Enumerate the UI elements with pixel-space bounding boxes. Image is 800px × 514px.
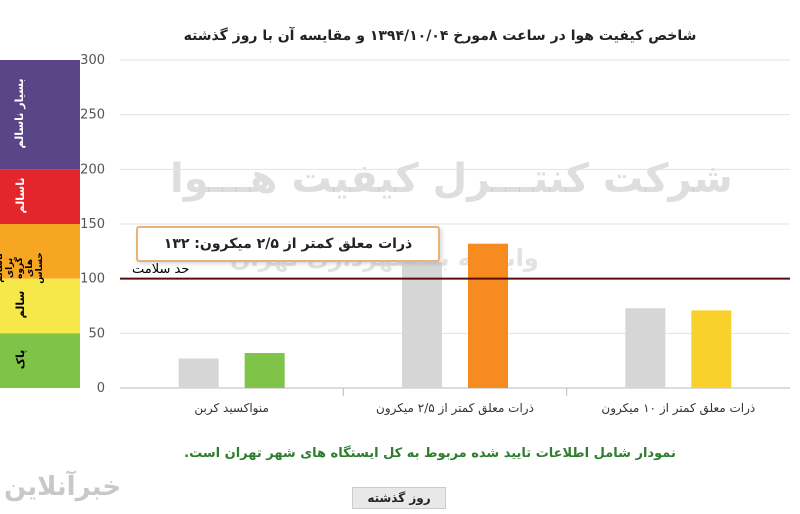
aqi-bands (0, 60, 80, 388)
aqi-band-label: سالم (13, 290, 27, 319)
y-tick-label: 100 (80, 272, 105, 287)
footnote: نمودار شامل اطلاعات تایید شده مربوط به ک… (184, 446, 676, 461)
bar-current (691, 310, 732, 388)
aqi-band (0, 224, 80, 279)
y-axis-ticks: 0 50 100 150 200 250 300 (80, 53, 105, 396)
y-tick-label: 150 (80, 217, 105, 232)
x-category-label: ذرات معلق کمتر از ۲/۵ میکرون (376, 401, 534, 416)
bar-previous-day (625, 308, 666, 388)
bar-current (244, 353, 285, 388)
aqi-band (0, 333, 80, 388)
bars (178, 243, 732, 388)
y-tick-label: 250 (80, 108, 105, 123)
bar-previous-day (178, 358, 219, 388)
aqi-band-label: پاک (13, 349, 27, 369)
x-category-label: ذرات معلق کمتر از ۱۰ میکرون (601, 401, 755, 416)
health-threshold-label: حد سلامت (132, 262, 190, 277)
chart-title: شاخص کیفیت هوا در ساعت ۸مورخ ۱۳۹۴/۱۰/۰۴ … (183, 28, 697, 44)
aqi-band-label: بسیار ناسالم (13, 78, 27, 149)
y-tick-label: 300 (80, 53, 105, 68)
aqi-band (0, 60, 80, 170)
bar-current (468, 243, 508, 388)
y-tick-label: 200 (80, 162, 105, 177)
y-tick-label: 50 (88, 326, 105, 341)
watermark-text: شرکت کنتـــرل کیفیت هـــوا (170, 156, 733, 202)
legend-previous-day: روز گذشته (352, 487, 446, 509)
aqi-band (0, 278, 80, 334)
y-tick-label: 0 (97, 381, 105, 396)
x-category-label: منواکسید کربن (194, 401, 269, 416)
pm25-callout: ذرات معلق کمتر از ۲/۵ میکرون: ۱۳۲ (136, 226, 440, 262)
aqi-band (0, 169, 80, 224)
x-axis-labels: منواکسید کربن ذرات معلق کمتر از ۲/۵ میکرو… (194, 401, 755, 416)
khabaronline-logo: خبرآنلاین (4, 472, 122, 502)
bar-previous-day (402, 262, 442, 388)
aqi-band-label: ناسالم (13, 177, 27, 214)
